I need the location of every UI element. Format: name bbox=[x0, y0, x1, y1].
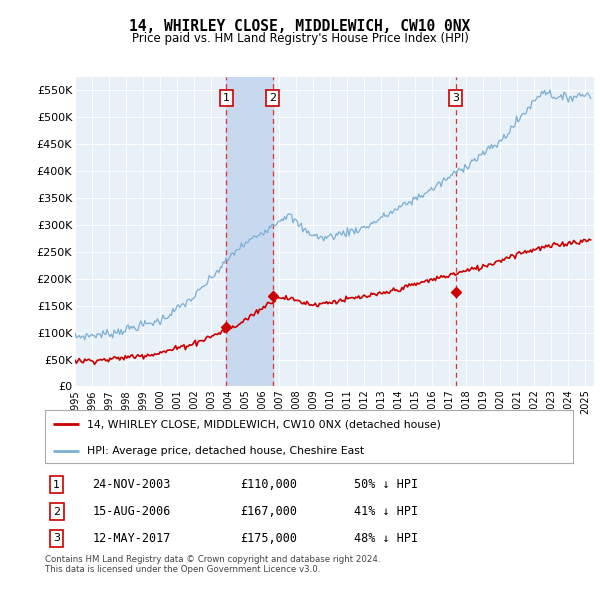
Text: 3: 3 bbox=[53, 533, 60, 543]
Text: 15-AUG-2006: 15-AUG-2006 bbox=[92, 505, 171, 518]
Text: 1: 1 bbox=[223, 93, 230, 103]
Bar bbox=[226, 77, 273, 386]
Text: 41% ↓ HPI: 41% ↓ HPI bbox=[354, 505, 418, 518]
Text: 50% ↓ HPI: 50% ↓ HPI bbox=[354, 478, 418, 491]
Text: 3: 3 bbox=[452, 93, 459, 103]
Text: £175,000: £175,000 bbox=[241, 532, 298, 545]
Text: 2: 2 bbox=[269, 93, 276, 103]
Text: 14, WHIRLEY CLOSE, MIDDLEWICH, CW10 0NX: 14, WHIRLEY CLOSE, MIDDLEWICH, CW10 0NX bbox=[130, 19, 470, 34]
Text: 48% ↓ HPI: 48% ↓ HPI bbox=[354, 532, 418, 545]
Text: 14, WHIRLEY CLOSE, MIDDLEWICH, CW10 0NX (detached house): 14, WHIRLEY CLOSE, MIDDLEWICH, CW10 0NX … bbox=[87, 419, 441, 430]
Text: 24-NOV-2003: 24-NOV-2003 bbox=[92, 478, 171, 491]
Text: £110,000: £110,000 bbox=[241, 478, 298, 491]
Text: Price paid vs. HM Land Registry's House Price Index (HPI): Price paid vs. HM Land Registry's House … bbox=[131, 32, 469, 45]
Text: £167,000: £167,000 bbox=[241, 505, 298, 518]
Text: Contains HM Land Registry data © Crown copyright and database right 2024.
This d: Contains HM Land Registry data © Crown c… bbox=[45, 555, 380, 574]
Text: 2: 2 bbox=[53, 507, 60, 517]
Text: 12-MAY-2017: 12-MAY-2017 bbox=[92, 532, 171, 545]
Text: HPI: Average price, detached house, Cheshire East: HPI: Average price, detached house, Ches… bbox=[87, 447, 364, 457]
Text: 1: 1 bbox=[53, 480, 60, 490]
